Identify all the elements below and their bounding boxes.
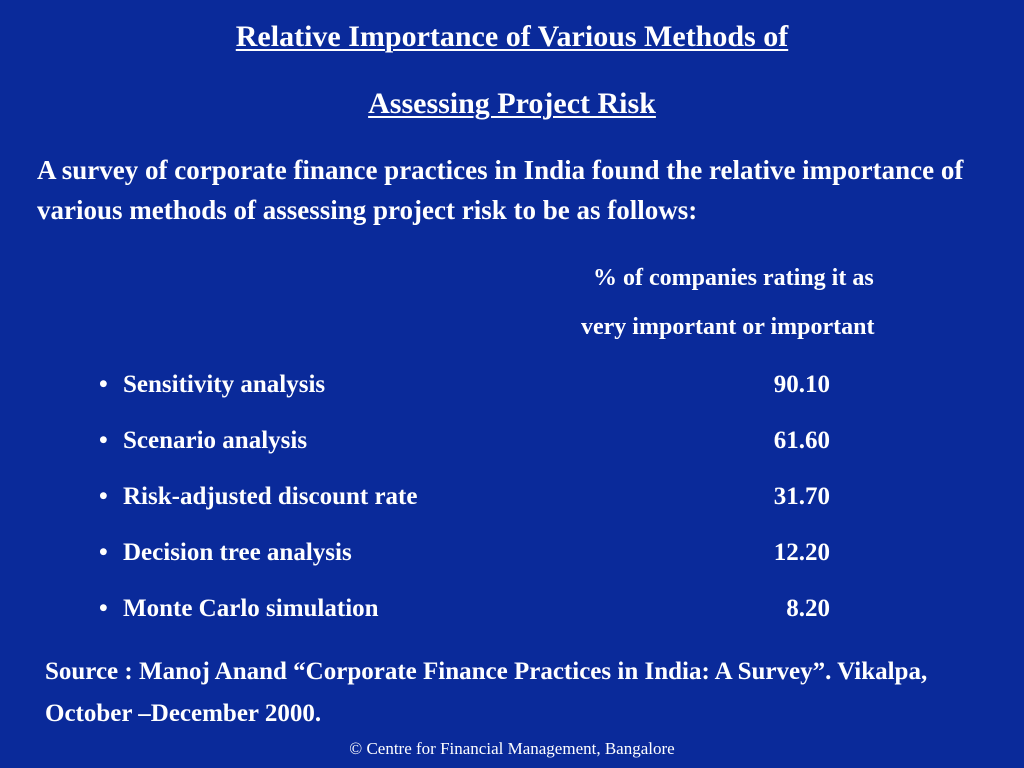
source-citation: Source : Manoj Anand “Corporate Finance … xyxy=(45,658,928,727)
bullet-icon: • xyxy=(99,483,108,510)
column-header-line-2: very important or important xyxy=(581,314,875,340)
slide-title-line-1: Relative Importance of Various Methods o… xyxy=(235,20,789,53)
method-value: 90.10 xyxy=(773,371,830,398)
list-item: • Scenario analysis 61.60 xyxy=(0,427,1024,467)
method-value: 8.20 xyxy=(786,595,830,622)
method-value: 12.20 xyxy=(773,539,830,566)
slide-title-line-2: Assessing Project Risk xyxy=(368,87,656,120)
copyright-footer: © Centre for Financial Management, Banga… xyxy=(349,739,675,758)
method-label: Decision tree analysis xyxy=(123,539,352,566)
bullet-icon: • xyxy=(99,595,108,622)
method-value: 31.70 xyxy=(773,483,830,510)
list-item: • Risk-adjusted discount rate 31.70 xyxy=(0,483,1024,523)
bullet-icon: • xyxy=(99,539,108,566)
method-value: 61.60 xyxy=(773,427,830,454)
bullet-icon: • xyxy=(99,371,108,398)
method-label: Scenario analysis xyxy=(123,427,308,454)
list-item: • Decision tree analysis 12.20 xyxy=(0,539,1024,579)
method-label: Risk-adjusted discount rate xyxy=(123,483,418,510)
list-item: • Monte Carlo simulation 8.20 xyxy=(0,595,1024,635)
list-item: • Sensitivity analysis 90.10 xyxy=(0,371,1024,411)
intro-paragraph: A survey of corporate finance practices … xyxy=(37,155,964,225)
bullet-icon: • xyxy=(99,427,108,454)
column-header-line-1: % of companies rating it as xyxy=(593,265,874,291)
method-label: Sensitivity analysis xyxy=(123,371,326,398)
method-label: Monte Carlo simulation xyxy=(123,595,379,622)
